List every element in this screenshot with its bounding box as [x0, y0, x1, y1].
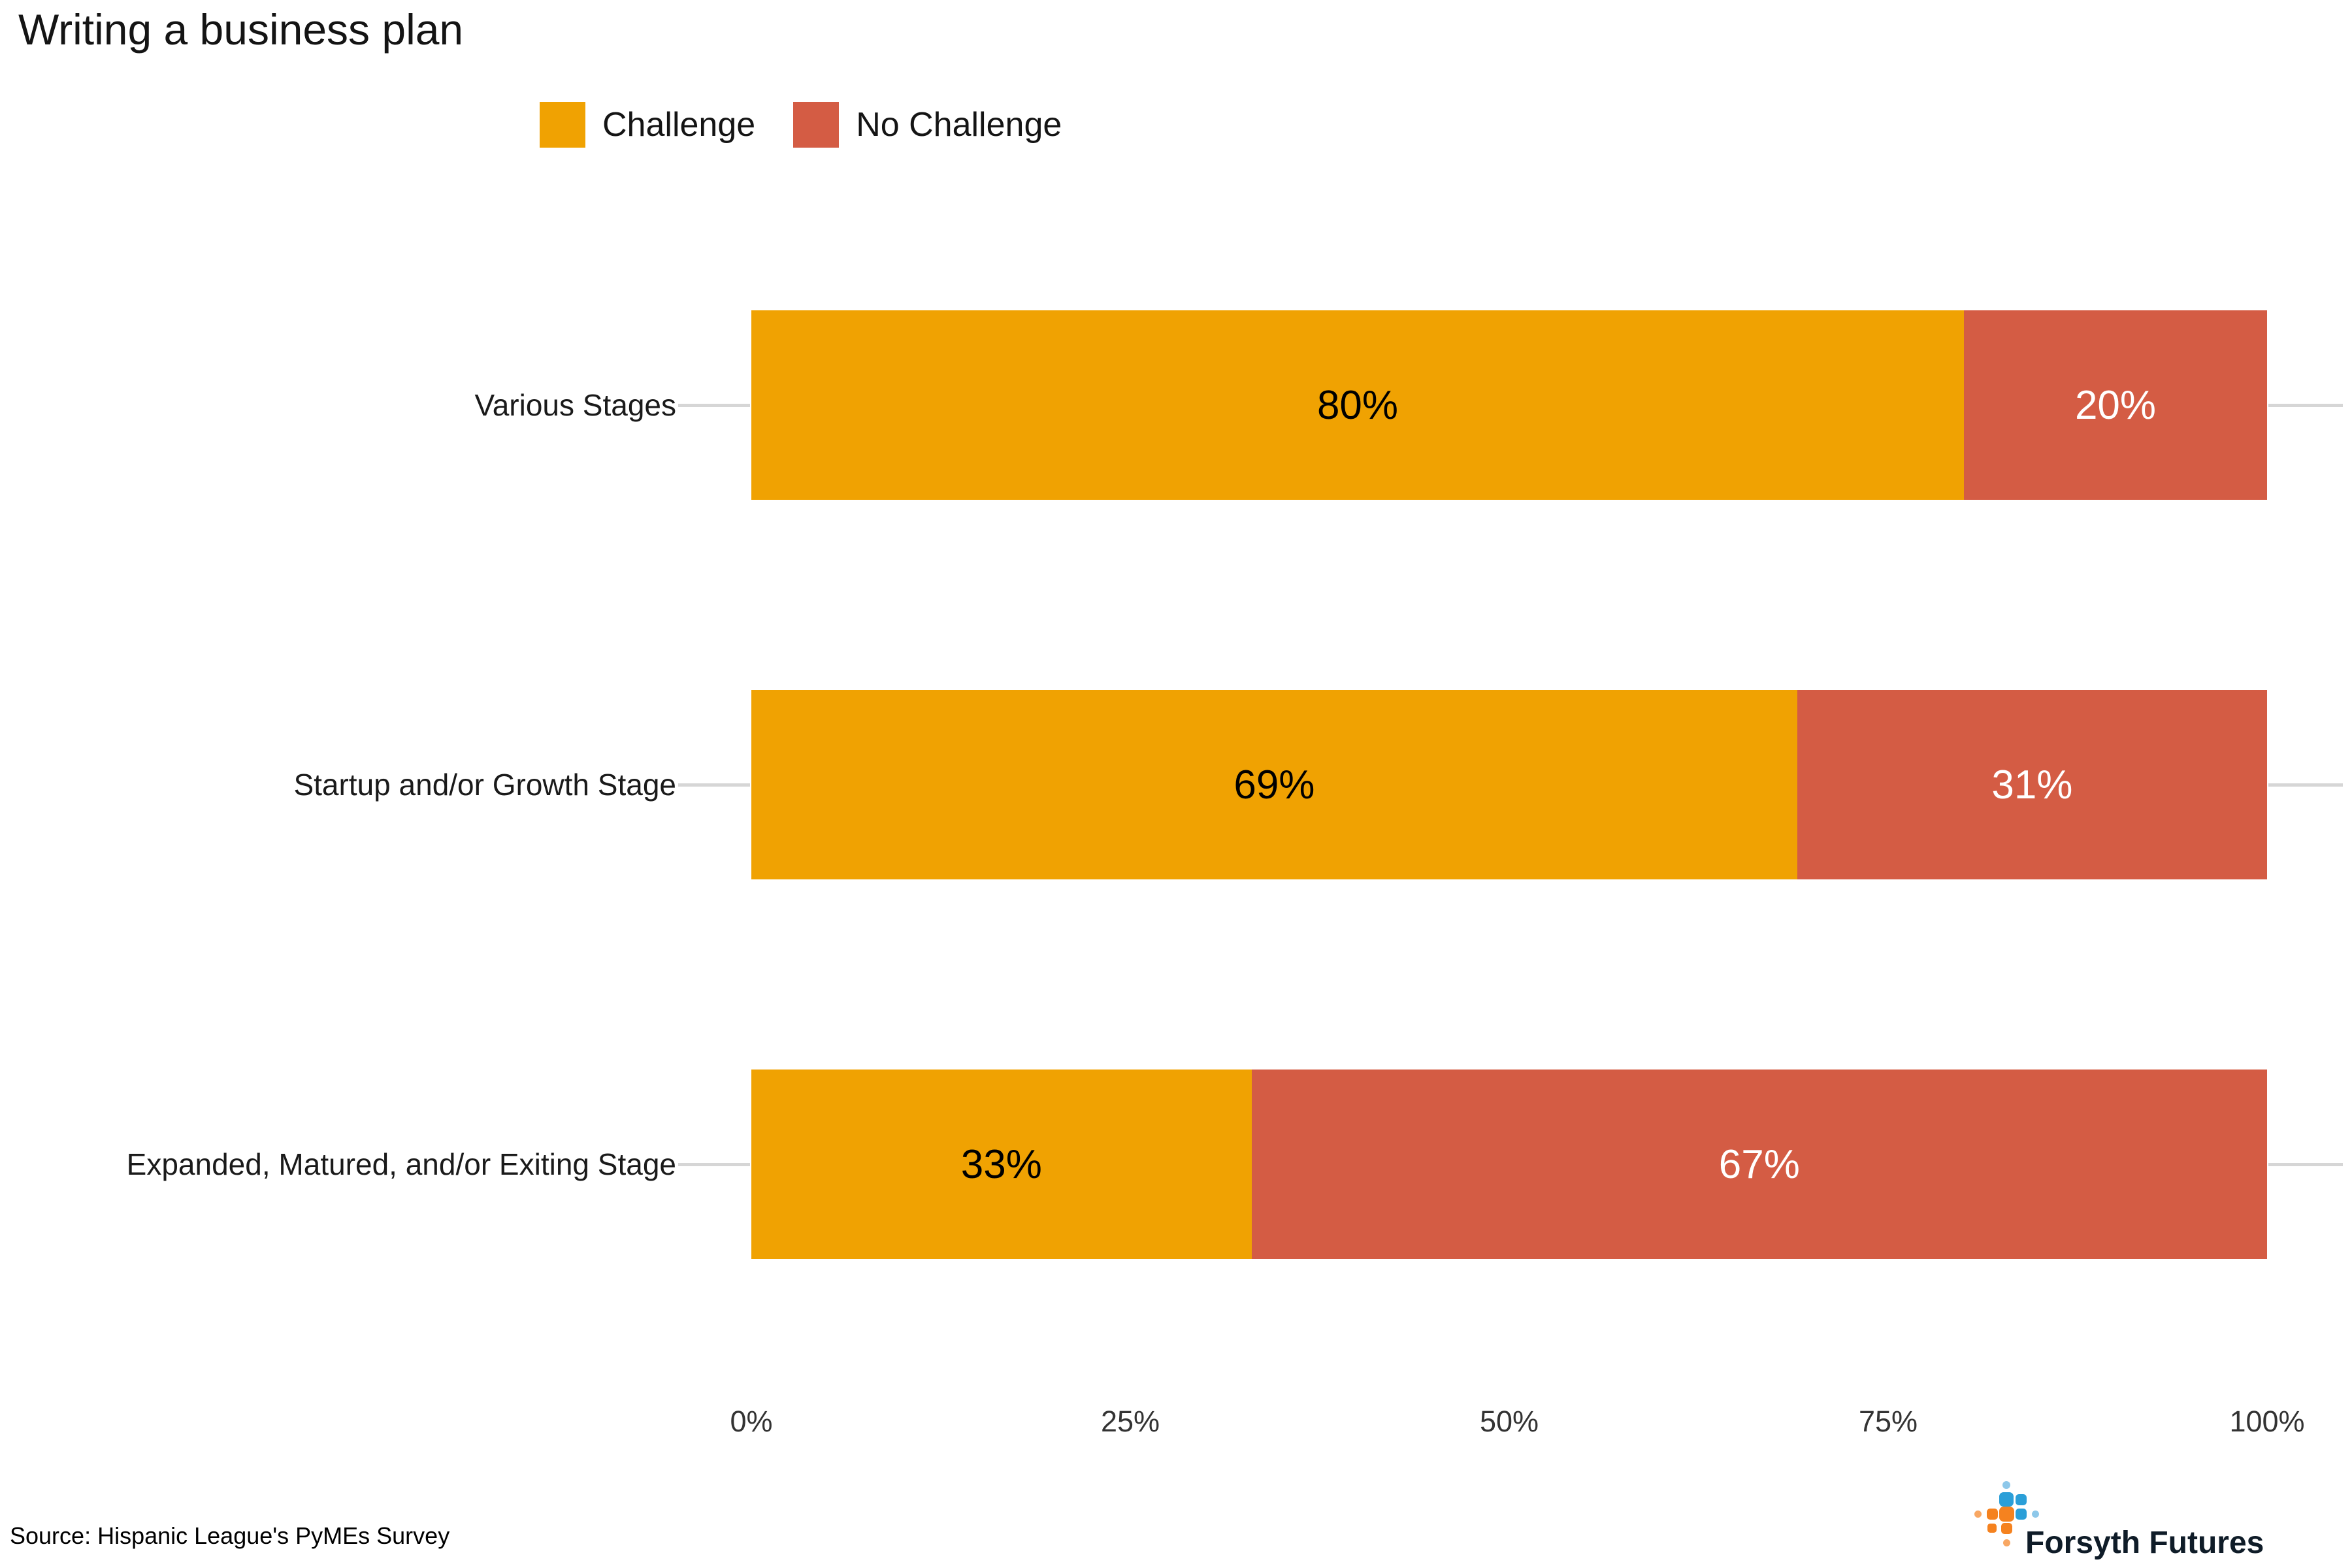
bar-segment-no-challenge: 20%	[1964, 310, 2267, 500]
forsyth-futures-logo: Forsyth Futures	[1970, 1478, 2336, 1563]
right-tick-line	[2268, 783, 2343, 787]
right-tick-line	[2268, 1163, 2343, 1166]
logo-dot	[1974, 1510, 1982, 1518]
bar-row: 69% 31%	[751, 690, 2267, 879]
legend-item-challenge: Challenge	[540, 102, 755, 148]
legend-label-no-challenge: No Challenge	[856, 106, 1062, 144]
legend-swatch-no-challenge-icon	[793, 102, 840, 148]
logo-dot	[1987, 1524, 1997, 1533]
bar-value-label: 69%	[1233, 762, 1315, 808]
logo-dot	[2002, 1539, 2010, 1546]
bar-segment-no-challenge: 67%	[1251, 1070, 2267, 1259]
bar-row: 80% 20%	[751, 310, 2267, 500]
right-tick-line	[2268, 404, 2343, 407]
logo-dot	[2001, 1522, 2012, 1534]
x-axis-tick-label: 0%	[730, 1405, 773, 1438]
logo-dot	[1999, 1506, 2014, 1522]
left-tick-line	[678, 404, 750, 407]
legend: Challenge No Challenge	[540, 102, 1062, 148]
bar-value-label: 20%	[2074, 382, 2157, 428]
bar-row: 33% 67%	[751, 1070, 2267, 1259]
bar-segment-challenge: 80%	[751, 310, 1964, 500]
logo-dot	[2015, 1494, 2027, 1505]
forsyth-futures-logo-text: Forsyth Futures	[2025, 1526, 2264, 1560]
bar-segment-challenge: 69%	[751, 690, 1797, 879]
x-axis-tick-label: 50%	[1479, 1405, 1539, 1438]
legend-swatch-challenge-icon	[540, 102, 585, 148]
logo-dot	[2002, 1481, 2010, 1489]
bar-value-label: 31%	[1991, 762, 2073, 808]
bar-segment-no-challenge: 31%	[1797, 690, 2267, 879]
logo-dot	[1986, 1508, 1998, 1520]
legend-label-challenge: Challenge	[602, 106, 756, 144]
left-tick-line	[678, 1163, 750, 1166]
bar-segment-challenge: 33%	[751, 1070, 1252, 1259]
category-label: Various Stages	[474, 388, 676, 422]
legend-item-no-challenge: No Challenge	[793, 102, 1062, 148]
bar-value-label: 67%	[1718, 1141, 1800, 1187]
x-axis-tick-label: 75%	[1858, 1405, 1918, 1438]
left-tick-line	[678, 783, 750, 787]
logo-dot	[1999, 1492, 2014, 1507]
forsyth-futures-logo-icon	[1970, 1478, 2044, 1551]
x-axis-tick-label: 100%	[2229, 1405, 2305, 1438]
chart-title: Writing a business plan	[18, 5, 464, 54]
bar-value-label: 80%	[1316, 382, 1399, 428]
bar-value-label: 33%	[960, 1141, 1042, 1187]
logo-dot	[2031, 1510, 2039, 1518]
x-axis-tick-label: 25%	[1100, 1405, 1160, 1438]
category-label: Startup and/or Growth Stage	[293, 768, 676, 802]
source-note: Source: Hispanic League's PyMEs Survey	[10, 1522, 450, 1549]
logo-dot	[2015, 1508, 2027, 1520]
category-label: Expanded, Matured, and/or Exiting Stage	[126, 1147, 676, 1181]
